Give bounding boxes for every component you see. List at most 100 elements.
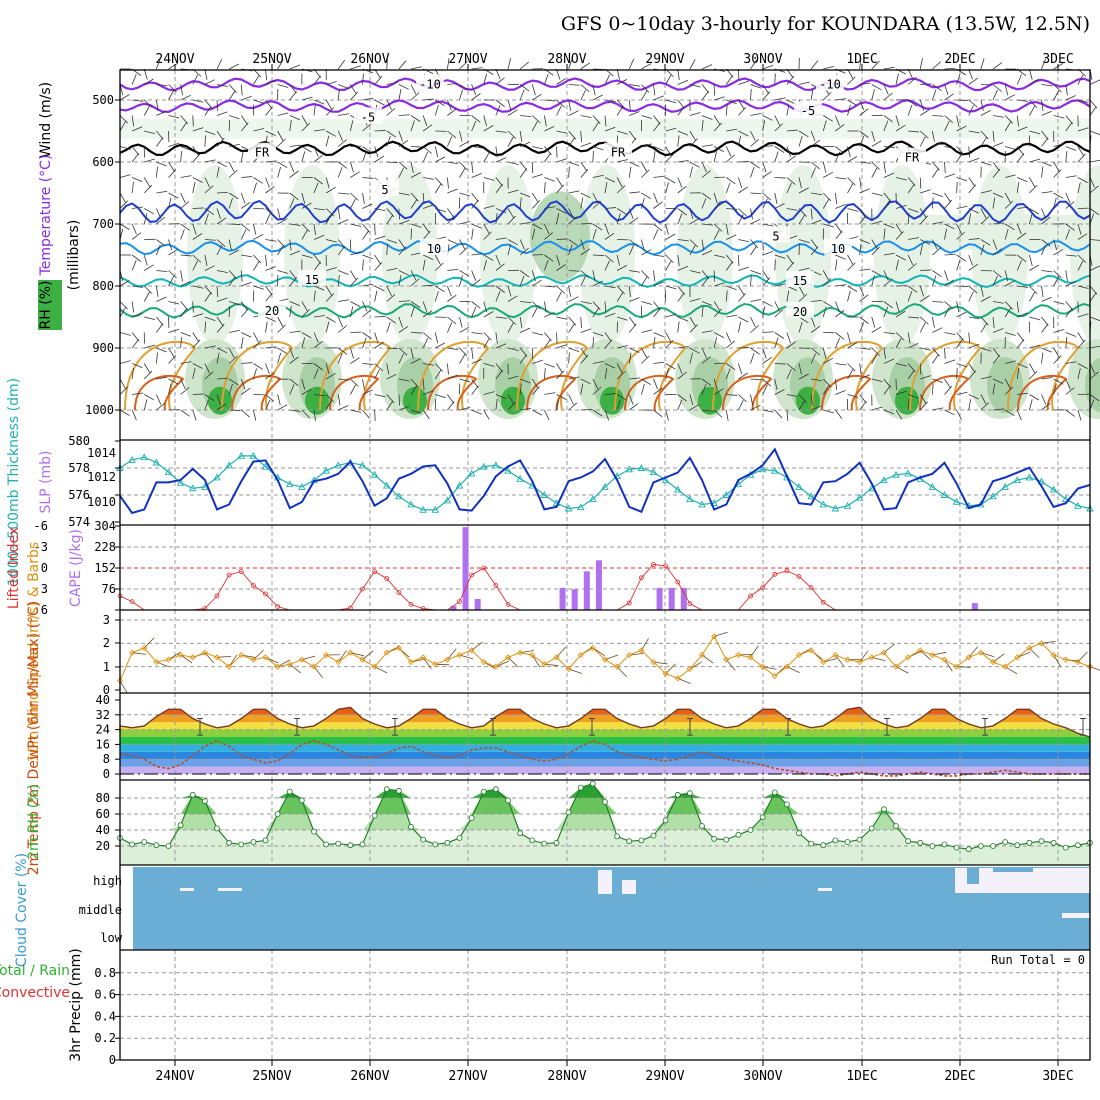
wind-speed-point bbox=[213, 654, 221, 661]
wind-barb bbox=[362, 146, 372, 154]
wind-barb bbox=[956, 73, 961, 85]
wind-barb bbox=[471, 115, 481, 123]
wind-barb bbox=[507, 244, 512, 256]
wind-barb bbox=[835, 151, 841, 163]
wind-barb bbox=[422, 378, 425, 390]
wind-barb bbox=[1065, 254, 1077, 257]
thickness-point bbox=[1074, 501, 1082, 509]
y-tick-label: 800 bbox=[92, 279, 114, 293]
wind-barb bbox=[1077, 153, 1086, 163]
wind-barb bbox=[204, 345, 216, 349]
wind-barb bbox=[1089, 371, 1099, 380]
wind-barb bbox=[119, 121, 126, 132]
wind-barb bbox=[277, 130, 284, 141]
temperature-contour bbox=[124, 340, 197, 411]
thickness-point bbox=[722, 491, 731, 498]
wind-barb bbox=[944, 228, 947, 240]
rh-point bbox=[153, 842, 160, 849]
wind-barb bbox=[386, 316, 397, 324]
wind-barb bbox=[350, 84, 357, 95]
wind-barb bbox=[641, 329, 653, 333]
wind-barb bbox=[641, 63, 652, 70]
wind-barb bbox=[507, 295, 518, 302]
wind-barb bbox=[592, 360, 604, 364]
wind-barb bbox=[713, 146, 725, 153]
wind-barb bbox=[883, 228, 886, 240]
temperature-contour bbox=[1007, 340, 1080, 411]
wind-speed-point bbox=[456, 651, 463, 659]
wind-barb bbox=[556, 130, 568, 134]
wind-barb bbox=[677, 106, 685, 116]
wind-barb bbox=[992, 222, 1004, 225]
wind-barb bbox=[677, 239, 689, 242]
wind-barb bbox=[398, 84, 409, 90]
wind-barb bbox=[556, 105, 562, 116]
wind-barb bbox=[240, 115, 248, 125]
wind-barb bbox=[471, 223, 482, 229]
wind-barb bbox=[1029, 363, 1036, 374]
wind-barb bbox=[738, 99, 745, 110]
wind-barb bbox=[386, 243, 388, 256]
lifted-index-point bbox=[226, 572, 232, 578]
wind-barb bbox=[1077, 74, 1084, 85]
wind-barb bbox=[616, 208, 627, 215]
wind-speed-point bbox=[880, 649, 887, 656]
bottom-date-label: 1DEC bbox=[846, 1069, 877, 1084]
lifted-index-point bbox=[760, 585, 766, 590]
contour-label: 20 bbox=[793, 305, 807, 319]
wind-barb bbox=[543, 260, 549, 271]
wind-barb bbox=[823, 357, 834, 364]
wind-barb bbox=[980, 161, 992, 166]
wind-barb bbox=[1065, 307, 1073, 318]
wind-barb bbox=[944, 378, 951, 389]
wind-barb bbox=[240, 84, 243, 96]
wind-barb bbox=[762, 270, 770, 280]
wind-barb bbox=[216, 191, 229, 194]
wind-barb bbox=[1053, 378, 1064, 385]
wind-barb bbox=[180, 229, 185, 240]
wind-barb bbox=[410, 385, 418, 395]
wind-barb bbox=[1029, 78, 1040, 85]
wind-barb bbox=[168, 270, 177, 279]
temp-band bbox=[120, 744, 1090, 752]
wind-barb bbox=[386, 347, 398, 350]
wind-barb bbox=[144, 130, 156, 135]
wind-barb bbox=[774, 389, 785, 395]
wind-barb bbox=[1053, 143, 1065, 147]
wind-barb bbox=[810, 89, 814, 101]
wind-barb bbox=[907, 99, 918, 107]
wind-barb bbox=[180, 654, 193, 664]
wind-barb bbox=[422, 192, 425, 204]
wind-barb bbox=[919, 215, 928, 225]
wind-speed-point bbox=[686, 665, 693, 673]
wind-barb bbox=[519, 275, 525, 287]
wind-barb bbox=[410, 192, 419, 202]
wind-barb bbox=[229, 115, 240, 120]
wind-barb bbox=[919, 136, 926, 147]
wind-barb bbox=[604, 182, 608, 194]
contour-label: FR bbox=[611, 146, 626, 160]
wind-barb bbox=[398, 140, 409, 147]
wind-barb bbox=[786, 177, 796, 185]
wind-speed-point bbox=[808, 647, 815, 654]
cloud-level-label: high bbox=[93, 874, 122, 888]
wind-barb bbox=[422, 146, 432, 154]
wind-barb bbox=[228, 192, 239, 200]
wind-barb bbox=[653, 308, 661, 318]
wind-barb bbox=[628, 323, 637, 333]
wind-barb bbox=[604, 223, 610, 235]
wind-barb bbox=[1029, 285, 1038, 295]
wind-barb bbox=[544, 338, 552, 349]
isotherm-line bbox=[119, 99, 1091, 114]
wind-barb bbox=[701, 250, 713, 256]
wind-barb bbox=[653, 146, 664, 152]
wind-barb bbox=[192, 339, 201, 349]
wind-barb bbox=[447, 648, 457, 660]
rh-point bbox=[553, 839, 560, 846]
cloud-gap bbox=[818, 888, 832, 891]
wind-barb bbox=[471, 93, 481, 101]
wind-barb bbox=[253, 285, 265, 290]
wind-barb bbox=[301, 254, 313, 259]
wind-barb bbox=[216, 244, 223, 256]
wind-barb bbox=[398, 161, 408, 170]
